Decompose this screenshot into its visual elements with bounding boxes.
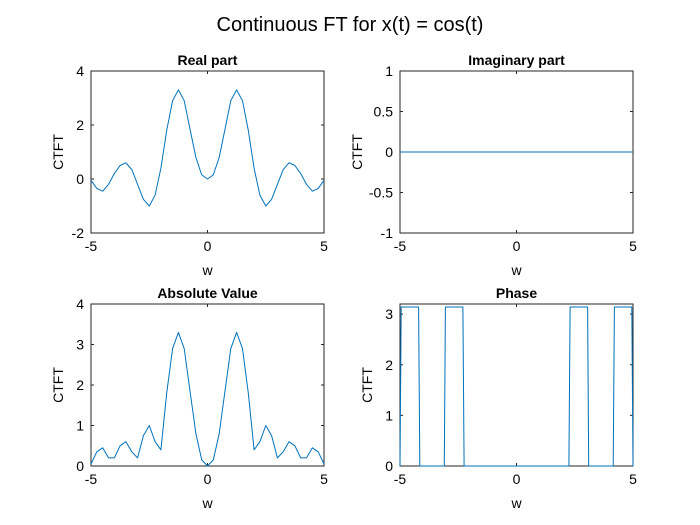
subplot-real-part: Real part -5 0 5 -2 0 2 4 w CTFT	[50, 52, 328, 278]
y-tick-label: 1	[385, 407, 393, 423]
series-line	[90, 331, 325, 467]
y-axis-label: CTFT	[50, 367, 66, 403]
y-tick-label: 3	[76, 337, 84, 353]
y-tick-label: -2	[72, 225, 85, 241]
y-tick-label: 2	[385, 357, 393, 373]
x-tick-label: 5	[320, 471, 328, 487]
subplot-imaginary-part: Imaginary part -5 0 5 -1 -0.5 0 0.5 1 w CTFT	[349, 52, 637, 278]
y-tick-label: 0.5	[374, 104, 394, 120]
subplot-title: Imaginary part	[468, 52, 565, 68]
x-tick-label: 0	[513, 471, 521, 487]
figure-title: Continuous FT for x(t) = cos(t)	[217, 14, 484, 36]
y-axis-label: CTFT	[349, 134, 365, 170]
x-tick-label: 5	[629, 238, 637, 254]
y-tick-label: 2	[76, 117, 84, 133]
x-tick-label: 0	[204, 471, 212, 487]
y-tick-label: -0.5	[369, 185, 393, 201]
y-tick-label: 0	[76, 171, 84, 187]
x-tick-label: -5	[394, 471, 407, 487]
y-axis-label: CTFT	[359, 367, 375, 403]
x-axis-label: w	[510, 262, 522, 278]
y-axis-label: CTFT	[50, 134, 66, 170]
axes-box	[90, 70, 325, 234]
x-tick-label: 5	[320, 238, 328, 254]
x-axis-label: w	[201, 262, 213, 278]
subplot-title: Real part	[178, 52, 238, 68]
axes-box	[399, 303, 634, 467]
y-tick-label: 4	[76, 296, 84, 312]
x-tick-label: 0	[204, 238, 212, 254]
x-tick-label: -5	[85, 471, 98, 487]
subplot-title: Phase	[496, 285, 537, 301]
y-tick-label: 0	[76, 458, 84, 474]
axes-box	[90, 303, 325, 467]
y-tick-label: 2	[76, 377, 84, 393]
x-axis-label: w	[510, 495, 522, 511]
x-tick-label: 0	[513, 238, 521, 254]
x-tick-label: 5	[629, 471, 637, 487]
y-tick-label: -1	[381, 225, 394, 241]
y-tick-label: 4	[76, 63, 84, 79]
x-tick-label: -5	[85, 238, 98, 254]
series-line	[90, 89, 325, 207]
series-line	[399, 306, 634, 467]
y-tick-label: 0	[385, 144, 393, 160]
x-axis-label: w	[201, 495, 213, 511]
y-tick-label: 1	[76, 418, 84, 434]
y-tick-label: 1	[385, 63, 393, 79]
x-tick-label: -5	[394, 238, 407, 254]
y-tick-label: 0	[385, 458, 393, 474]
subplot-title: Absolute Value	[157, 285, 258, 301]
y-tick-label: 3	[385, 306, 393, 322]
